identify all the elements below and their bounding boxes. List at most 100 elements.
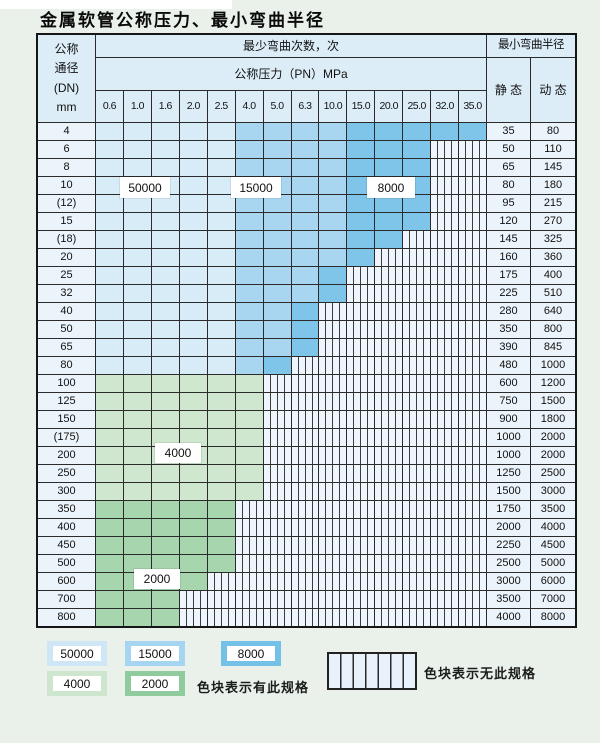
no-spec-cell bbox=[319, 519, 347, 536]
spec-cell bbox=[207, 249, 235, 266]
pressure-tick-1.6: 1.6 bbox=[151, 91, 179, 122]
dynamic-value-cell: 180 bbox=[531, 177, 575, 194]
spec-cell bbox=[123, 483, 151, 500]
spec-cell bbox=[123, 429, 151, 446]
spec-cell bbox=[179, 555, 207, 572]
spec-cell bbox=[151, 483, 179, 500]
spec-cell bbox=[207, 537, 235, 554]
no-spec-cell bbox=[459, 267, 486, 284]
dynamic-value-cell: 2000 bbox=[531, 429, 575, 446]
spec-cell bbox=[207, 483, 235, 500]
spec-cell bbox=[291, 141, 319, 158]
spec-cell bbox=[96, 141, 123, 158]
static-column-header: 静 态 bbox=[487, 58, 530, 122]
spec-cell bbox=[235, 213, 263, 230]
spec-cell bbox=[263, 213, 291, 230]
no-spec-cell bbox=[347, 357, 375, 374]
no-spec-cell bbox=[291, 465, 319, 482]
no-spec-cell bbox=[459, 177, 486, 194]
no-spec-cell bbox=[403, 375, 431, 392]
spec-cell bbox=[151, 537, 179, 554]
no-spec-cell bbox=[319, 447, 347, 464]
dynamic-column-header: 动 态 bbox=[531, 58, 575, 122]
spec-cell bbox=[319, 249, 347, 266]
no-spec-cell bbox=[459, 411, 486, 428]
spec-cell bbox=[123, 357, 151, 374]
spec-cell bbox=[96, 123, 123, 140]
legend-no-spec-swatch bbox=[327, 652, 417, 690]
dn-header: 公称 通径 (DN) mm bbox=[38, 35, 95, 122]
spec-cell bbox=[263, 357, 291, 374]
no-spec-cell bbox=[347, 303, 375, 320]
dynamic-value-cell: 1000 bbox=[531, 357, 575, 374]
static-value-cell: 3500 bbox=[487, 591, 530, 608]
spec-cell bbox=[179, 393, 207, 410]
no-spec-cell bbox=[403, 573, 431, 590]
dynamic-value-cell: 1500 bbox=[531, 393, 575, 410]
no-spec-cell bbox=[319, 321, 347, 338]
spec-cell bbox=[151, 141, 179, 158]
spec-cell bbox=[459, 123, 486, 140]
spec-cell bbox=[263, 159, 291, 176]
spec-cell bbox=[179, 375, 207, 392]
spec-cell bbox=[235, 465, 263, 482]
no-spec-cell bbox=[319, 537, 347, 554]
static-value-cell: 1500 bbox=[487, 483, 530, 500]
static-value-cell: 65 bbox=[487, 159, 530, 176]
no-spec-cell bbox=[263, 573, 291, 590]
spec-cell bbox=[151, 501, 179, 518]
no-spec-cell bbox=[403, 537, 431, 554]
pressure-tick-15.0: 15.0 bbox=[347, 91, 375, 122]
spec-cell bbox=[123, 141, 151, 158]
spec-cell bbox=[235, 249, 263, 266]
pressure-tick-5.0: 5.0 bbox=[263, 91, 291, 122]
spec-cell bbox=[263, 339, 291, 356]
spec-cell bbox=[263, 267, 291, 284]
spec-cell bbox=[235, 195, 263, 212]
no-spec-cell bbox=[431, 555, 459, 572]
no-spec-cell bbox=[291, 609, 319, 626]
spec-cell bbox=[123, 411, 151, 428]
spec-cell bbox=[151, 555, 179, 572]
dn-cell: 65 bbox=[38, 339, 95, 356]
dn-cell: 300 bbox=[38, 483, 95, 500]
spec-cell bbox=[375, 123, 403, 140]
no-spec-cell bbox=[459, 465, 486, 482]
no-spec-cell bbox=[347, 555, 375, 572]
no-spec-cell bbox=[291, 591, 319, 608]
dn-cell: 400 bbox=[38, 519, 95, 536]
no-spec-cell bbox=[375, 591, 403, 608]
spec-cell bbox=[179, 429, 207, 446]
dn-cell: 250 bbox=[38, 465, 95, 482]
no-spec-cell bbox=[179, 609, 207, 626]
legend-swatch-value: 2000 bbox=[131, 676, 179, 691]
no-spec-cell bbox=[431, 537, 459, 554]
spec-cell bbox=[151, 285, 179, 302]
no-spec-cell bbox=[459, 501, 486, 518]
spec-cell bbox=[347, 231, 375, 248]
no-spec-cell bbox=[431, 159, 459, 176]
spec-cell bbox=[123, 159, 151, 176]
static-value-cell: 35 bbox=[487, 123, 530, 140]
static-value-cell: 2000 bbox=[487, 519, 530, 536]
no-spec-cell bbox=[459, 429, 486, 446]
no-spec-cell bbox=[403, 591, 431, 608]
no-spec-cell bbox=[263, 519, 291, 536]
no-spec-cell bbox=[375, 267, 403, 284]
spec-cell bbox=[96, 591, 123, 608]
spec-cell bbox=[207, 159, 235, 176]
dynamic-value-cell: 8000 bbox=[531, 609, 575, 626]
no-spec-cell bbox=[403, 519, 431, 536]
no-spec-cell bbox=[375, 321, 403, 338]
dynamic-value-cell: 4000 bbox=[531, 519, 575, 536]
spec-cell bbox=[207, 213, 235, 230]
no-spec-cell bbox=[347, 411, 375, 428]
no-spec-cell bbox=[403, 555, 431, 572]
spec-cell bbox=[96, 231, 123, 248]
spec-cell bbox=[123, 447, 151, 464]
bend-cycles-header: 最少弯曲次数，次 bbox=[96, 35, 486, 57]
no-spec-cell bbox=[235, 501, 263, 518]
spec-cell bbox=[96, 285, 123, 302]
legend-swatch-2000: 2000 bbox=[125, 671, 185, 696]
no-spec-cell bbox=[263, 555, 291, 572]
